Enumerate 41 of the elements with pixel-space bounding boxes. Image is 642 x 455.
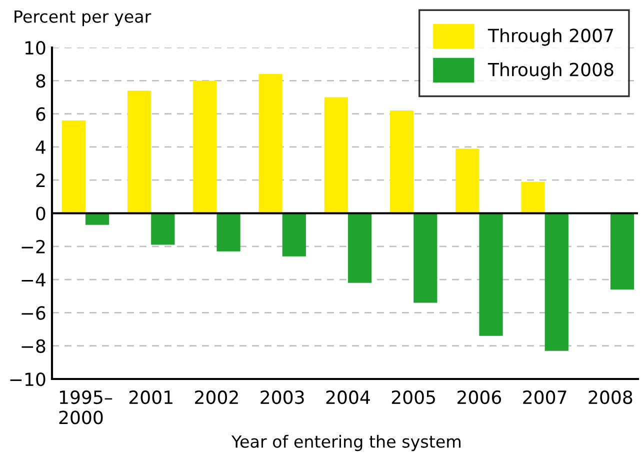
bar <box>610 213 634 290</box>
bar <box>544 213 568 351</box>
x-tick-label: 2006 <box>458 390 502 404</box>
bar <box>479 213 503 336</box>
bar <box>282 213 306 256</box>
bar <box>85 213 110 225</box>
bar <box>414 213 438 303</box>
y-tick-label: 0 <box>36 206 46 220</box>
x-tick-label: 2001 <box>129 390 172 404</box>
x-tick-label: 2007 <box>523 390 566 404</box>
bar <box>456 148 480 214</box>
x-tick-label: 2003 <box>260 390 304 404</box>
y-tick-label: −8 <box>22 339 46 353</box>
bar <box>258 74 282 214</box>
y-tick-label: 2 <box>36 174 45 187</box>
bar <box>151 213 175 245</box>
bar <box>348 213 372 283</box>
legend-label: Through 2008 <box>488 62 614 80</box>
bar <box>324 97 348 214</box>
x-tick-label: 2008 <box>588 390 632 404</box>
y-tick-label: 6 <box>36 107 46 121</box>
y-tick-label: −6 <box>22 306 46 320</box>
x-tick-label: 1995– 2000 <box>59 390 112 424</box>
y-tick-label: −2 <box>22 240 45 254</box>
y-tick-label: 8 <box>36 74 46 88</box>
x-axis-title: Year of entering the system <box>231 434 460 452</box>
y-tick-label: −4 <box>22 273 46 286</box>
y-tick-label: 4 <box>36 140 46 154</box>
y-axis-title: Percent per year <box>14 10 152 26</box>
bar <box>521 182 545 214</box>
bar <box>127 90 152 214</box>
x-tick-label: 2002 <box>195 390 238 404</box>
bar <box>193 80 217 214</box>
x-tick-label: 2005 <box>392 390 435 404</box>
x-tick-label: 2004 <box>326 390 370 404</box>
legend-label: Through 2007 <box>488 28 613 46</box>
y-tick-label: −10 <box>10 372 46 386</box>
bar <box>390 110 414 214</box>
bar <box>62 120 86 214</box>
bar <box>216 213 240 252</box>
y-tick-label: 10 <box>25 40 46 55</box>
